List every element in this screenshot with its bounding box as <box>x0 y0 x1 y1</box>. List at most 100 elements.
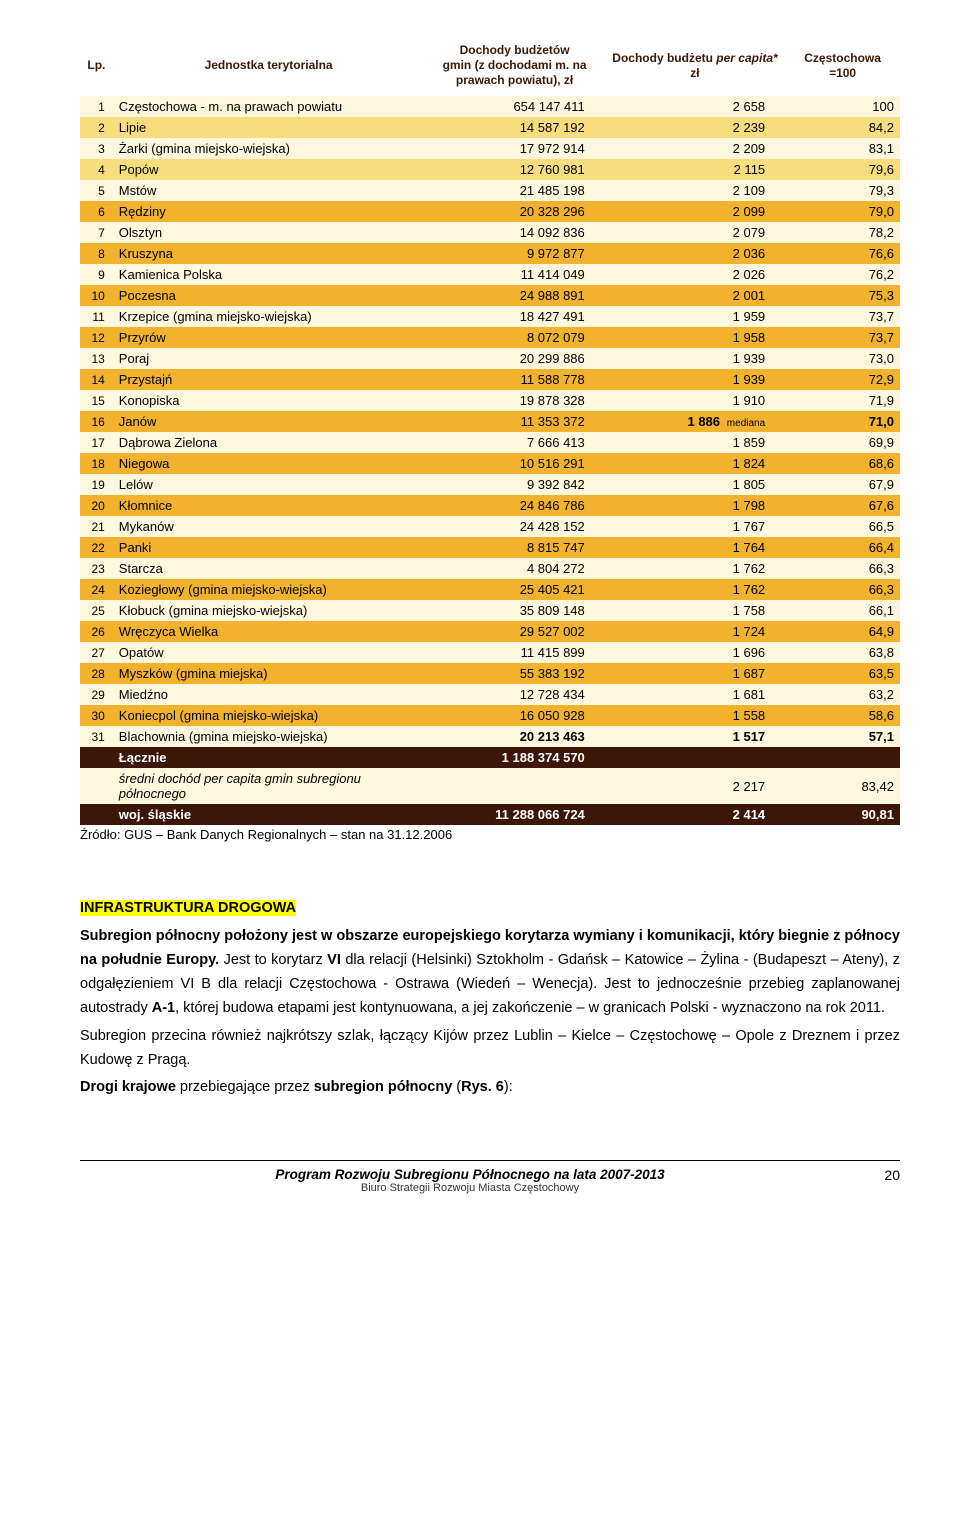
cell-v3: 100 <box>785 96 900 117</box>
cell-v3: 72,9 <box>785 369 900 390</box>
cell-name: Koniecpol (gmina miejsko-wiejska) <box>113 705 425 726</box>
body-text: INFRASTRUKTURA DROGOWA Subregion północn… <box>80 897 900 1100</box>
cell-v3: 63,8 <box>785 642 900 663</box>
cell-name: Częstochowa - m. na prawach powiatu <box>113 96 425 117</box>
cell-v3: 67,9 <box>785 474 900 495</box>
cell-v1: 24 428 152 <box>424 516 604 537</box>
cell-name: Olsztyn <box>113 222 425 243</box>
table-row: 30Koniecpol (gmina miejsko-wiejska)16 05… <box>80 705 900 726</box>
cell-lp: 24 <box>80 579 113 600</box>
table-row: 1Częstochowa - m. na prawach powiatu654 … <box>80 96 900 117</box>
cell-v1: 9 392 842 <box>424 474 604 495</box>
table-row: 31Blachownia (gmina miejsko-wiejska)20 2… <box>80 726 900 747</box>
cell-v3: 66,3 <box>785 558 900 579</box>
cell-name: Myszków (gmina miejska) <box>113 663 425 684</box>
cell-name: Wręczyca Wielka <box>113 621 425 642</box>
table-row: 15Konopiska19 878 3281 91071,9 <box>80 390 900 411</box>
cell-v1: 7 666 413 <box>424 432 604 453</box>
table-row: 14Przystajń11 588 7781 93972,9 <box>80 369 900 390</box>
cell-name: Poczesna <box>113 285 425 306</box>
sum-v1: 1 188 374 570 <box>424 747 604 768</box>
cell-v1: 11 415 899 <box>424 642 604 663</box>
cell-v2: 2 036 <box>605 243 785 264</box>
cell-v1: 20 299 886 <box>424 348 604 369</box>
table-body: 1Częstochowa - m. na prawach powiatu654 … <box>80 96 900 747</box>
cell-v1: 4 804 272 <box>424 558 604 579</box>
cell-v2: 1 767 <box>605 516 785 537</box>
cell-v2: 1 762 <box>605 558 785 579</box>
table-row: 18Niegowa10 516 2911 82468,6 <box>80 453 900 474</box>
cell-v2: 1 517 <box>605 726 785 747</box>
cell-v1: 11 353 372 <box>424 411 604 432</box>
cell-name: Blachownia (gmina miejsko-wiejska) <box>113 726 425 747</box>
cell-v1: 25 405 421 <box>424 579 604 600</box>
cell-v2: 1 939 <box>605 369 785 390</box>
cell-v3: 69,9 <box>785 432 900 453</box>
cell-v2: 1 824 <box>605 453 785 474</box>
cell-v3: 63,5 <box>785 663 900 684</box>
cell-v3: 73,0 <box>785 348 900 369</box>
th-per-capita: Dochody budżetu per capita* zł <box>605 35 785 96</box>
cell-name: Krzepice (gmina miejsko-wiejska) <box>113 306 425 327</box>
table-row: 28Myszków (gmina miejska)55 383 1921 687… <box>80 663 900 684</box>
cell-name: Przystajń <box>113 369 425 390</box>
cell-v3: 76,6 <box>785 243 900 264</box>
cell-lp: 1 <box>80 96 113 117</box>
cell-v2: 1 762 <box>605 579 785 600</box>
cell-v3: 68,6 <box>785 453 900 474</box>
table-row: 13Poraj20 299 8861 93973,0 <box>80 348 900 369</box>
cell-lp: 31 <box>80 726 113 747</box>
woj-v2: 2 414 <box>605 804 785 825</box>
row-avg: średni dochód per capita gmin subregionu… <box>80 768 900 804</box>
footer-title: Program Rozwoju Subregionu Północnego na… <box>80 1167 860 1182</box>
table-row: 5Mstów21 485 1982 10979,3 <box>80 180 900 201</box>
cell-name: Miedźno <box>113 684 425 705</box>
cell-v3: 73,7 <box>785 306 900 327</box>
th-czestochowa100: Częstochowa=100 <box>785 35 900 96</box>
cell-lp: 5 <box>80 180 113 201</box>
cell-lp: 7 <box>80 222 113 243</box>
cell-name: Kłobuck (gmina miejsko-wiejska) <box>113 600 425 621</box>
cell-v2: 2 026 <box>605 264 785 285</box>
table-row: 29Miedźno12 728 4341 68163,2 <box>80 684 900 705</box>
cell-v3: 83,1 <box>785 138 900 159</box>
cell-name: Opatów <box>113 642 425 663</box>
cell-lp: 2 <box>80 117 113 138</box>
cell-v3: 73,7 <box>785 327 900 348</box>
cell-lp: 12 <box>80 327 113 348</box>
cell-v3: 79,3 <box>785 180 900 201</box>
source-line: Źródło: GUS – Bank Danych Regionalnych –… <box>80 827 900 842</box>
cell-lp: 15 <box>80 390 113 411</box>
woj-v1: 11 288 066 724 <box>424 804 604 825</box>
cell-v2: 2 658 <box>605 96 785 117</box>
table-row: 25Kłobuck (gmina miejsko-wiejska)35 809 … <box>80 600 900 621</box>
cell-v3: 67,6 <box>785 495 900 516</box>
cell-lp: 22 <box>80 537 113 558</box>
cell-v2: 1 696 <box>605 642 785 663</box>
cell-v1: 11 588 778 <box>424 369 604 390</box>
cell-v1: 12 728 434 <box>424 684 604 705</box>
cell-v1: 19 878 328 <box>424 390 604 411</box>
woj-label: woj. śląskie <box>113 804 425 825</box>
cell-lp: 26 <box>80 621 113 642</box>
cell-lp: 23 <box>80 558 113 579</box>
cell-lp: 21 <box>80 516 113 537</box>
table-row: 24Koziegłowy (gmina miejsko-wiejska)25 4… <box>80 579 900 600</box>
cell-v1: 10 516 291 <box>424 453 604 474</box>
cell-v3: 66,1 <box>785 600 900 621</box>
cell-v1: 16 050 928 <box>424 705 604 726</box>
row-sum: Łącznie 1 188 374 570 <box>80 747 900 768</box>
cell-v1: 14 587 192 <box>424 117 604 138</box>
cell-lp: 16 <box>80 411 113 432</box>
cell-name: Janów <box>113 411 425 432</box>
table-row: 26Wręczyca Wielka29 527 0021 72464,9 <box>80 621 900 642</box>
cell-v2: 2 239 <box>605 117 785 138</box>
table-row: 2Lipie14 587 1922 23984,2 <box>80 117 900 138</box>
cell-v2: 2 109 <box>605 180 785 201</box>
cell-name: Rędziny <box>113 201 425 222</box>
table-row: 3Żarki (gmina miejsko-wiejska)17 972 914… <box>80 138 900 159</box>
cell-v2: 1 558 <box>605 705 785 726</box>
cell-name: Przyrów <box>113 327 425 348</box>
table-row: 27Opatów11 415 8991 69663,8 <box>80 642 900 663</box>
cell-name: Kruszyna <box>113 243 425 264</box>
